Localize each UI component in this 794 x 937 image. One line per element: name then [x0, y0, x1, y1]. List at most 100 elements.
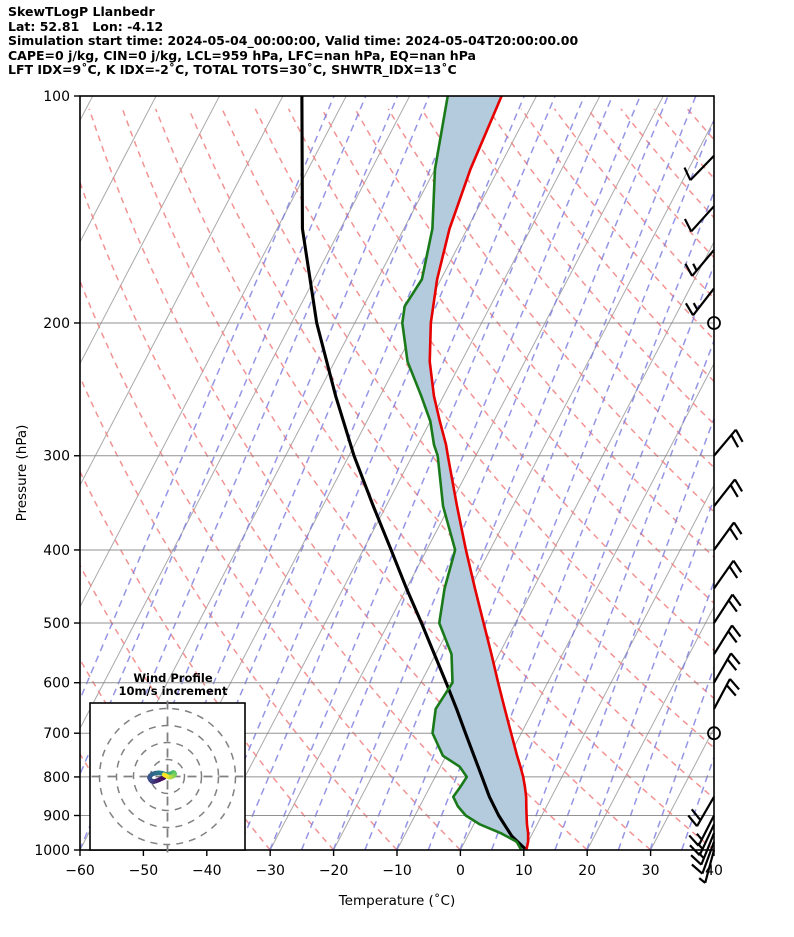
header-line-latlon: Lat: 52.81 Lon: -4.12 [8, 18, 164, 34]
pressure-tick-label: 900 [43, 808, 70, 824]
pressure-tick-label: 600 [43, 676, 70, 692]
temperature-tick-label: 20 [578, 863, 596, 879]
dry-adiabat [80, 375, 398, 850]
temperature-tick-label: −50 [129, 863, 159, 879]
temperature-tick-label: −30 [255, 863, 285, 879]
hodograph-title-line2: 10m/s increment [119, 684, 228, 698]
isotherm [80, 96, 411, 730]
isotherm [523, 484, 714, 850]
y-axis-label: Pressure (hPa) [14, 425, 30, 522]
temperature-tick-label: −20 [319, 863, 349, 879]
temperature-curve [428, 96, 530, 850]
temperature-tick-label: 10 [515, 863, 533, 879]
mixing-ratio-line [364, 96, 669, 850]
dry-adiabat [520, 108, 714, 341]
temperature-tick-label: −40 [192, 863, 222, 879]
hodograph-title-line1: Wind Profile [133, 671, 213, 685]
mixing-ratio-line [80, 96, 399, 850]
dry-adiabat [88, 108, 588, 850]
dewpoint-curve [401, 96, 523, 850]
mixing-ratio-line [174, 96, 494, 850]
mixing-ratio-line [459, 189, 714, 850]
isotherm [269, 96, 664, 850]
wind-barb [713, 478, 744, 507]
mixing-ratio-line [205, 96, 525, 850]
mixing-ratio-line [80, 96, 367, 777]
pressure-axis-ticks: 100 200 300 400 500 600 700 800 900 1000 [34, 89, 80, 859]
wind-barb [713, 624, 742, 655]
dry-adiabat [80, 279, 461, 850]
pressure-tick-label: 700 [43, 726, 70, 742]
wind-barb [691, 841, 716, 875]
wind-barb [688, 814, 715, 847]
pressure-tick-label: 400 [43, 543, 70, 559]
isotherm [586, 605, 714, 850]
mixing-ratio-line [585, 496, 714, 850]
temperature-axis-ticks: −60 −50 −40 −30 −20 −10 0 10 20 30 40 [65, 850, 723, 879]
mixing-ratio-line [522, 338, 714, 850]
wind-barb [687, 796, 715, 827]
isotherm [80, 96, 157, 244]
dry-adiabat [487, 108, 714, 383]
header-line-stability: LFT IDX=9˚C, K IDX=-2˚C, TOTAL TOTS=30˚C… [8, 62, 457, 78]
mixing-ratio-line [490, 263, 714, 850]
wind-barb [713, 428, 744, 457]
mixing-ratio-line [554, 416, 714, 850]
temperature-tick-label: −60 [65, 863, 95, 879]
dry-adiabat [154, 108, 714, 850]
figure-header: SkewTLogP Llanbedr Lat: 52.81 Lon: -4.12… [8, 4, 788, 78]
x-axis-label: Temperature (˚C) [338, 892, 456, 909]
mixing-ratio-line [80, 96, 335, 702]
wind-barb [684, 249, 715, 277]
isotherm [80, 96, 220, 365]
isotherm [333, 119, 714, 850]
mixing-ratio-line [745, 96, 794, 850]
header-line-times: Simulation start time: 2024-05-04_00:00:… [8, 33, 579, 49]
pressure-tick-label: 500 [43, 616, 70, 632]
dry-adiabat [454, 108, 714, 426]
parcel-path-curve [300, 96, 528, 850]
mixing-ratio-line [617, 579, 714, 850]
dry-adiabat [80, 469, 335, 850]
isotherm [777, 96, 794, 850]
temp-dewpoint-shading [402, 96, 529, 850]
dry-adiabat [354, 108, 714, 559]
wind-barb [683, 205, 715, 233]
moisture-shading [402, 96, 529, 850]
wind-barb [713, 521, 743, 551]
mixing-ratio-line [712, 846, 714, 850]
header-line-indices: CAPE=0 j/kg, CIN=0 j/kg, LCL=959 hPa, LF… [8, 47, 476, 63]
isotherm [459, 362, 714, 850]
pressure-tick-label: 1000 [34, 843, 70, 859]
wind-barb [713, 652, 741, 684]
dry-adiabat [221, 108, 714, 749]
hodograph-inset: Wind Profile 10m/s increment [89, 671, 246, 853]
wind-barb [713, 593, 742, 624]
isotherm [80, 96, 347, 608]
hodograph-content [91, 700, 244, 853]
header-line-title: SkewTLogP Llanbedr [8, 4, 155, 19]
pressure-tick-label: 200 [43, 316, 70, 332]
wind-barb [684, 287, 715, 316]
mixing-ratio-line [427, 118, 714, 850]
hodograph-trace-segment [161, 772, 168, 778]
dry-adiabat [321, 108, 714, 605]
temperature-tick-label: −10 [382, 863, 412, 879]
wind-barb [698, 849, 716, 884]
pressure-tick-label: 800 [43, 770, 70, 786]
temperature-tick-label: 40 [705, 863, 723, 879]
dry-adiabat [387, 108, 714, 513]
isotherm [713, 848, 714, 850]
isotherm [80, 96, 284, 487]
wind-barb [683, 154, 715, 181]
mixing-ratio-line [777, 96, 794, 850]
pressure-tick-label: 300 [43, 449, 70, 465]
wind-barb [713, 678, 740, 710]
pressure-tick-label: 100 [43, 89, 70, 105]
wind-barb [713, 560, 743, 590]
temperature-tick-label: 30 [642, 863, 660, 879]
temperature-tick-label: 0 [456, 863, 465, 879]
dry-adiabat [80, 180, 525, 850]
